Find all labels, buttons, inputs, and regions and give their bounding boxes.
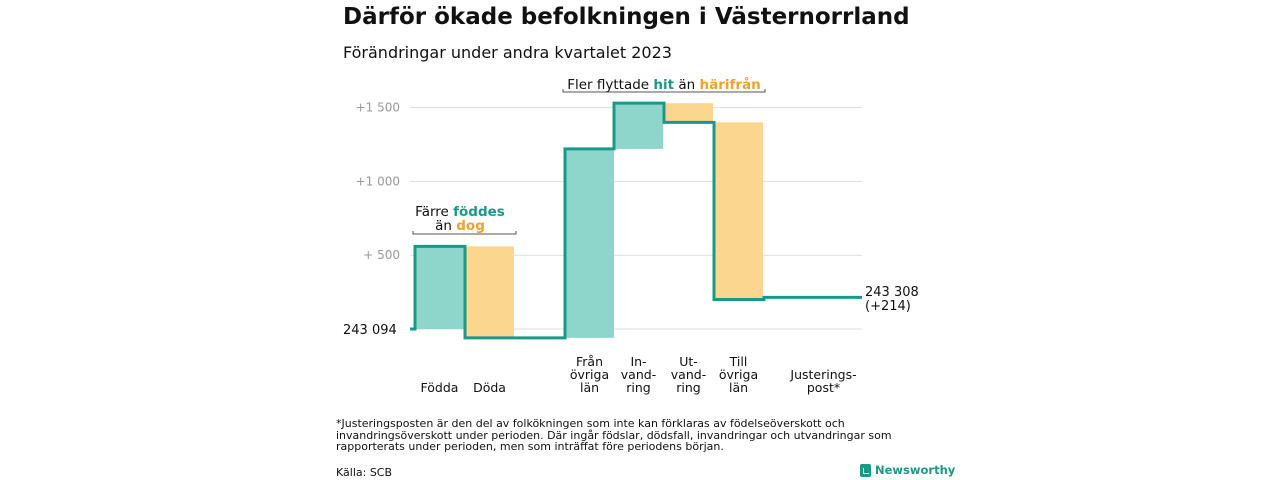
category-label: Till [729,354,748,369]
y-tick-label: +1 000 [356,174,400,188]
category-label: Födda [421,380,459,395]
brand-name: Newsworthy [875,463,956,477]
category-label: övriga [570,367,609,382]
category-label: post* [807,380,840,395]
category-label: län [729,380,748,395]
waterfall-bar [714,122,763,300]
category-label: Ut- [679,354,698,369]
waterfall-step-line [410,101,862,340]
category-label: Justerings- [789,367,856,382]
annotation-bracket [412,231,517,235]
category-label: ring [676,380,700,395]
waterfall-bar [614,103,663,149]
category-label: Döda [473,380,506,395]
waterfall-bar [465,246,514,338]
category-label: ring [626,380,650,395]
y-tick-label: + 500 [363,248,400,262]
births-annotation-line2: än dog [435,218,485,234]
waterfall-bar [565,148,614,338]
category-label: Från [576,354,603,369]
chart-title: Därför ökade befolkningen i Västernorrla… [343,4,910,30]
start-value-label: 243 094 [343,323,397,338]
source-label: Källa: SCB [336,466,393,479]
bar-chart-icon [860,463,871,477]
category-label: In- [630,354,646,369]
brand-logo: Newsworthy [860,463,955,477]
waterfall-bar [415,246,464,329]
category-label: län [580,380,599,395]
waterfall-chart: + 500+1 000+1 500 Födda DödaFrånövrigalän… [343,76,919,395]
annotation-bracket [562,89,766,93]
footnote: *Justeringsposten är den del av folkökni… [336,417,892,453]
y-tick-label: +1 500 [356,101,400,115]
category-label: vand- [671,367,706,382]
category-label: övriga [719,367,758,382]
migration-annotation: Fler flyttade hit än härifrån [567,76,761,93]
chart-subtitle: Förändringar under andra kvartalet 2023 [343,43,672,62]
births-annotation-line1: Färre föddes [415,204,505,220]
waterfall-bar [664,103,713,123]
category-label: vand- [621,367,656,382]
end-value-label: 243 308 [865,285,919,300]
end-change-label: (+214) [865,299,911,314]
